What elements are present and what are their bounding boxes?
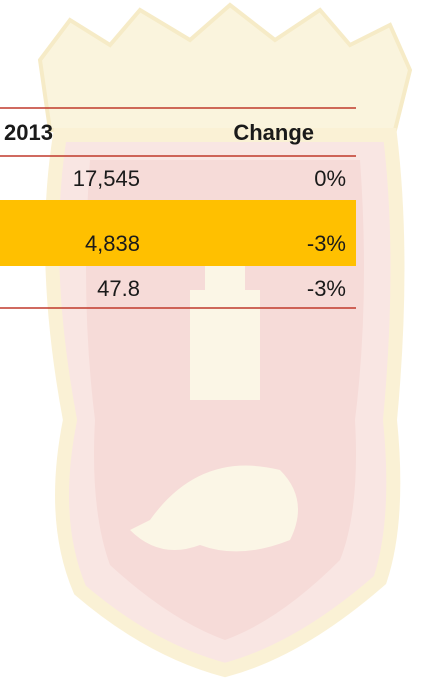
cell: -3% xyxy=(307,231,346,256)
header-cell: Change xyxy=(233,120,314,145)
cell: 47.8 xyxy=(97,276,140,301)
header-cell: 2013 xyxy=(4,120,53,145)
highlight-row xyxy=(0,200,356,266)
cell: -3% xyxy=(307,276,346,301)
cell: 17,545 xyxy=(73,166,140,191)
cell: 4,838 xyxy=(85,231,140,256)
cell: 0% xyxy=(314,166,346,191)
crest-background xyxy=(37,2,413,678)
